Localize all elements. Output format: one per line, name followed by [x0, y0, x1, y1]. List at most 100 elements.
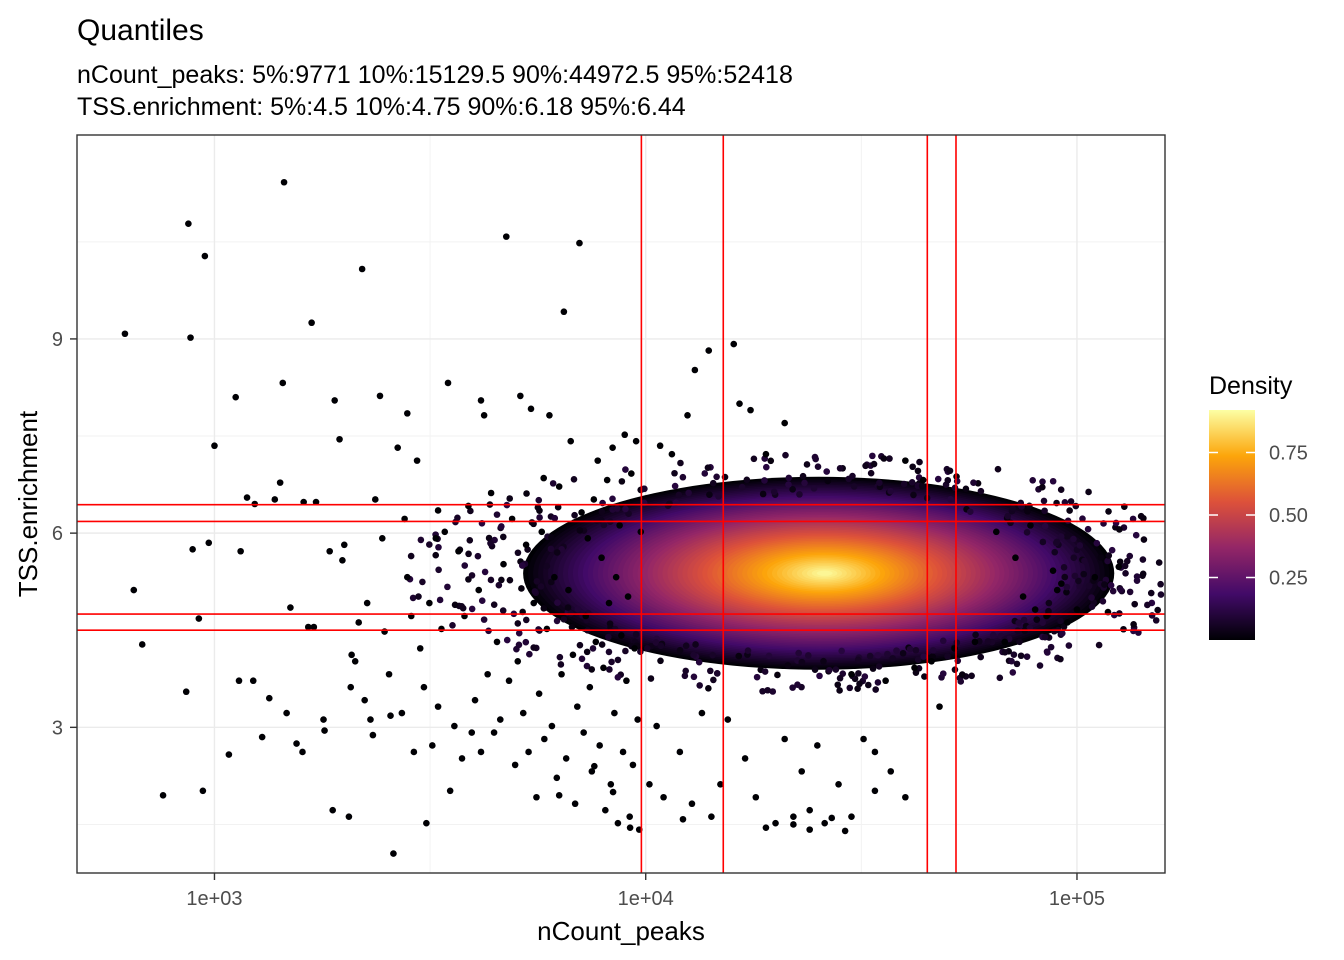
- data-point: [345, 813, 353, 820]
- density-point: [487, 539, 494, 547]
- density-point: [850, 483, 858, 490]
- density-point: [576, 641, 584, 649]
- density-point: [598, 641, 606, 648]
- density-point: [867, 469, 875, 477]
- density-point: [614, 656, 622, 664]
- density-point: [498, 576, 505, 584]
- density-point: [836, 464, 844, 472]
- density-point: [704, 464, 712, 472]
- data-point: [684, 412, 691, 419]
- density-point: [1116, 558, 1124, 566]
- density-point: [480, 616, 488, 623]
- density-point: [1039, 538, 1047, 546]
- data-point: [708, 813, 715, 820]
- data-point: [508, 515, 516, 523]
- density-point: [968, 672, 975, 680]
- density-point: [804, 652, 812, 659]
- density-point: [468, 572, 476, 579]
- data-point: [339, 557, 346, 564]
- density-point: [608, 628, 615, 635]
- density-point: [578, 655, 586, 663]
- data-point: [600, 664, 607, 672]
- density-contour: [816, 570, 833, 576]
- data-point: [574, 703, 581, 710]
- density-point: [677, 459, 684, 467]
- density-point: [695, 658, 703, 666]
- density-point: [657, 657, 664, 665]
- density-point: [499, 607, 507, 614]
- density-point: [1057, 655, 1064, 663]
- data-point: [434, 703, 442, 710]
- data-point: [691, 366, 699, 374]
- density-point: [1065, 642, 1073, 649]
- density-point: [632, 631, 640, 638]
- data-point: [394, 444, 401, 451]
- density-point: [709, 651, 716, 659]
- data-point: [480, 412, 488, 419]
- density-point: [614, 673, 622, 681]
- data-point: [347, 683, 355, 691]
- data-point: [505, 677, 513, 685]
- data-point: [565, 586, 572, 594]
- data-point: [304, 623, 312, 631]
- density-point: [478, 597, 486, 604]
- data-point: [705, 347, 713, 354]
- data-point: [614, 819, 622, 827]
- density-point: [1070, 554, 1078, 562]
- density-point: [589, 645, 597, 652]
- data-point: [586, 683, 594, 691]
- data-point: [576, 239, 583, 247]
- density-point: [459, 604, 467, 612]
- density-point: [553, 617, 561, 625]
- density-point: [1093, 539, 1101, 547]
- density-point: [690, 673, 698, 681]
- density-point: [989, 631, 997, 639]
- density-point: [715, 493, 722, 500]
- data-point: [821, 819, 828, 827]
- density-point: [970, 479, 977, 487]
- data-point: [618, 632, 625, 639]
- x-axis-ticks: 1e+03 1e+04 1e+05: [186, 873, 1105, 910]
- density-point: [899, 649, 907, 657]
- density-point: [951, 666, 959, 673]
- data-point: [326, 547, 333, 555]
- data-point: [398, 709, 406, 717]
- density-point: [609, 495, 616, 503]
- density-point: [834, 681, 842, 689]
- density-point: [1075, 577, 1082, 585]
- data-point: [308, 319, 315, 327]
- data-point: [594, 457, 602, 464]
- density-point: [785, 474, 793, 482]
- data-point: [293, 740, 300, 747]
- density-cloud: [406, 451, 1165, 695]
- density-point: [652, 639, 660, 646]
- density-point: [713, 669, 721, 677]
- density-point: [1008, 657, 1015, 665]
- density-point: [705, 685, 712, 692]
- data-point: [130, 586, 138, 594]
- data-point: [410, 748, 418, 756]
- data-point: [951, 645, 958, 652]
- data-point: [265, 694, 273, 702]
- data-point: [225, 751, 233, 758]
- data-point: [243, 494, 251, 501]
- data-point: [514, 658, 522, 665]
- data-point: [387, 712, 394, 719]
- density-point: [676, 646, 684, 654]
- data-point: [798, 768, 806, 775]
- density-point: [685, 489, 692, 497]
- density-point: [1079, 515, 1086, 523]
- data-point: [616, 522, 623, 529]
- data-point: [790, 813, 797, 820]
- data-point: [567, 437, 575, 445]
- data-point: [541, 735, 548, 743]
- density-point: [1009, 505, 1017, 512]
- density-point: [1101, 581, 1108, 588]
- data-point: [717, 781, 724, 788]
- density-point: [887, 487, 894, 495]
- density-point: [1043, 648, 1051, 655]
- data-point: [211, 442, 218, 450]
- data-point: [351, 658, 359, 665]
- density-point: [875, 663, 883, 670]
- density-point: [435, 543, 442, 551]
